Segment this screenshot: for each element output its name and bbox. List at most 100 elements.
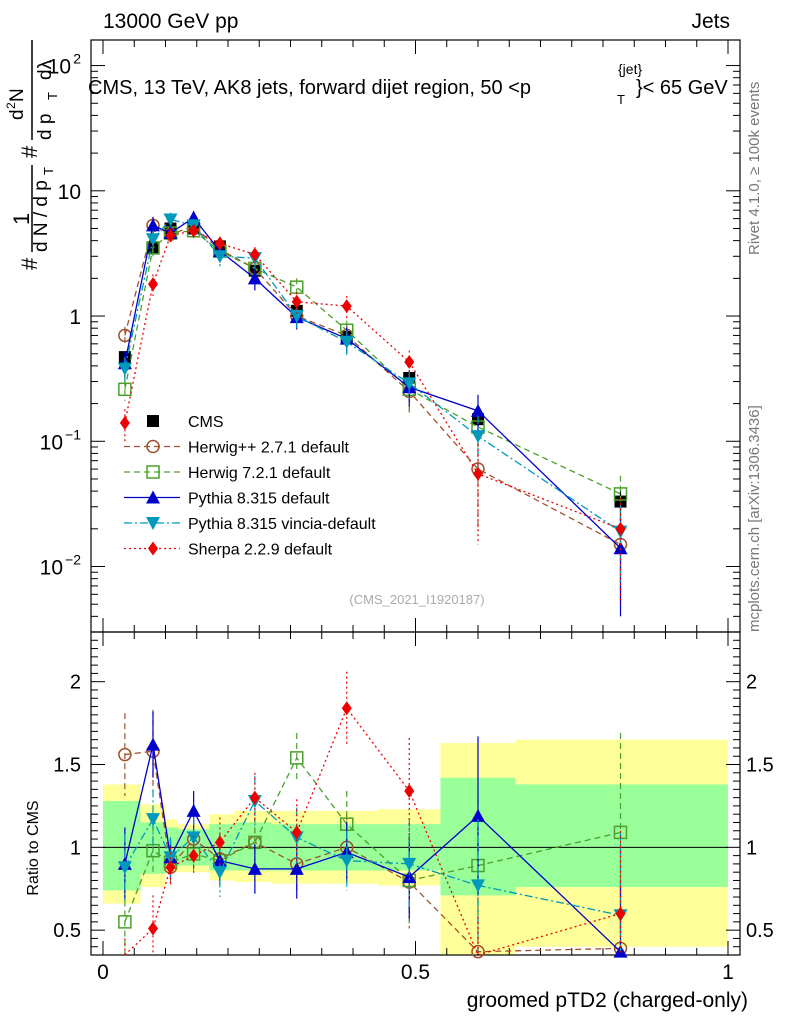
sherpa-2-2-9-default-ratio-point-7 bbox=[341, 701, 352, 716]
ylabel-T-sub-2: T bbox=[45, 92, 60, 100]
herwig-7-2-1-default-point-0 bbox=[118, 382, 132, 397]
pythia-8-315-default-point-10 bbox=[613, 541, 628, 555]
ratio-y-tick-label-right-1: 1 bbox=[746, 837, 757, 859]
upper-y-axis-label: # 1 d N / d p T # d 2 N d p T dλ bbox=[4, 40, 60, 270]
ylabel-dpT: d p bbox=[35, 114, 56, 140]
pythia-8-315-vincia-default-point-4 bbox=[212, 250, 227, 264]
x-axis-label: groomed pTD2 (charged-only) bbox=[467, 989, 748, 1012]
ylabel-d: d bbox=[7, 109, 28, 120]
sherpa-2-2-9-default-ratio-point-3 bbox=[188, 848, 199, 863]
legend-label-pythia-8-315-default: Pythia 8.315 default bbox=[188, 491, 330, 508]
sherpa-2-2-9-default-ratio-point-4 bbox=[214, 835, 225, 850]
pythia-8-315-vincia-default-line bbox=[124, 218, 621, 533]
herwig-2-7-1-default-ratio-point-0 bbox=[118, 747, 132, 762]
upper-y-tick-exponent-1: −1 bbox=[65, 426, 81, 442]
upper-y-tick-label-2: 1 bbox=[69, 306, 81, 329]
ratio-y-tick-label-left-2: 1.5 bbox=[53, 755, 81, 777]
legend-marker-pythia-8-315-vincia-default bbox=[146, 517, 160, 530]
pythia-8-315-vincia-default-point-2 bbox=[163, 213, 178, 227]
sherpa-2-2-9-default-point-1 bbox=[148, 277, 158, 292]
x-tick-label-2: 1 bbox=[722, 961, 734, 984]
sherpa-2-2-9-default-line bbox=[124, 230, 621, 530]
legend-label-pythia-8-315-vincia-default: Pythia 8.315 vincia-default bbox=[188, 516, 376, 533]
pythia-8-315-default-point-9 bbox=[471, 403, 485, 417]
legend-label-cms: CMS bbox=[188, 414, 224, 431]
legend-marker-sherpa-2-2-9-default bbox=[148, 541, 158, 556]
pythia-8-315-vincia-default-ratio-point-3 bbox=[186, 831, 201, 845]
upper-y-tick-exponent-0: −2 bbox=[65, 552, 81, 568]
pythia-8-315-vincia-default-ratio-point-9 bbox=[471, 879, 485, 893]
legend: CMS Herwig++ 2.7.1 default Herwig 7.2.1 de… bbox=[124, 414, 376, 559]
sherpa-2-2-9-default-point-9 bbox=[473, 466, 483, 481]
sherpa-2-2-9-default-point-2 bbox=[165, 228, 176, 243]
upper-panel-series bbox=[117, 210, 628, 617]
legend-marker-pythia-8-315-default bbox=[146, 490, 160, 504]
plot-title: CMS, 13 TeV, AK8 jets, forward dijet reg… bbox=[88, 61, 728, 107]
sherpa-2-2-9-default-point-6 bbox=[291, 294, 302, 309]
pythia-8-315-default-point-1 bbox=[146, 218, 160, 232]
title-main: CMS, 13 TeV, AK8 jets, forward dijet reg… bbox=[88, 77, 531, 99]
title-superscript: {jet} bbox=[618, 61, 642, 77]
header-energy: 13000 GeV pp bbox=[103, 10, 238, 33]
sherpa-2-2-9-default-point-5 bbox=[249, 247, 260, 262]
upper-y-tick-label-3: 10 bbox=[58, 181, 81, 204]
pythia-8-315-default-ratio-point-6 bbox=[289, 861, 304, 875]
sherpa-2-2-9-default-ratio-point-6 bbox=[291, 825, 302, 840]
pythia-8-315-vincia-default-point-1 bbox=[146, 233, 160, 247]
legend-label-herwig-2-7-1-default: Herwig++ 2.7.1 default bbox=[188, 440, 350, 457]
analysis-id-annotation: (CMS_2021_I1920187) bbox=[349, 592, 484, 607]
sherpa-2-2-9-default-point-3 bbox=[188, 223, 199, 238]
herwig-2-7-1-default-ratio-point-9 bbox=[471, 944, 485, 959]
ratio-band-stat-5 bbox=[234, 822, 272, 871]
ratio-panel-series bbox=[117, 671, 628, 959]
x-tick-label-0: 0 bbox=[97, 961, 109, 984]
legend-label-sherpa-2-2-9-default: Sherpa 2.2.9 default bbox=[188, 542, 333, 559]
pythia-8-315-vincia-default-ratio-point-4 bbox=[212, 866, 227, 880]
rivet-version-label: Rivet 4.1.0, ≥ 100k events bbox=[746, 82, 763, 255]
pythia-8-315-vincia-default-point-0 bbox=[117, 362, 132, 376]
pythia-8-315-vincia-default-point-8 bbox=[402, 377, 417, 391]
sherpa-2-2-9-default-ratio-point-10 bbox=[615, 906, 626, 921]
pythia-8-315-default-ratio-point-3 bbox=[186, 803, 201, 817]
title-subscript: T bbox=[617, 92, 625, 107]
pythia-8-315-vincia-default-point-9 bbox=[471, 430, 485, 444]
ratio-y-tick-label-right-3: 2 bbox=[746, 672, 757, 694]
ratio-y-tick-label-left-1: 1 bbox=[70, 837, 81, 859]
pythia-8-315-vincia-default-ratio-point-0 bbox=[117, 861, 132, 875]
mcplots-label: mcplots.cern.ch [arXiv:1306.3436] bbox=[746, 405, 763, 632]
sherpa-2-2-9-default-point-7 bbox=[341, 299, 352, 314]
title-end: }< 65 GeV bbox=[636, 77, 728, 99]
upper-y-tick-label-1: 10 bbox=[40, 431, 63, 454]
ylabel-hash-2: # bbox=[17, 145, 42, 158]
sherpa-2-2-9-default-point-8 bbox=[404, 354, 415, 369]
sherpa-2-2-9-default-ratio-point-8 bbox=[404, 784, 415, 799]
ylabel-dN-dpT: d N / d p bbox=[31, 180, 52, 252]
sherpa-2-2-9-default-point-0 bbox=[119, 415, 130, 430]
ratio-panel-frame: 0 0.5 1 0.5 0.5 1 1 1.5 1.5 2 2 bbox=[53, 631, 774, 984]
ylabel-N: N bbox=[7, 88, 28, 102]
ylabel-hash-1: # bbox=[17, 257, 42, 270]
upper-y-tick-exponent-4: 2 bbox=[73, 51, 81, 67]
ylabel-dlambda: dλ bbox=[35, 59, 56, 80]
x-tick-label-1: 0.5 bbox=[401, 961, 430, 984]
sherpa-2-2-9-default-point-10 bbox=[615, 521, 626, 536]
sherpa-2-2-9-default-ratio-line bbox=[124, 706, 621, 956]
legend-marker-herwig-2-7-1-default bbox=[146, 439, 160, 454]
ylabel-one: 1 bbox=[9, 213, 34, 225]
ylabel-T-sub-1: T bbox=[41, 167, 56, 175]
legend-marker-cms bbox=[147, 415, 159, 427]
pythia-8-315-vincia-default-point-7 bbox=[339, 336, 354, 350]
pythia-8-315-default-ratio-point-1 bbox=[146, 737, 160, 751]
header-process: Jets bbox=[691, 10, 730, 33]
sherpa-2-2-9-default-ratio-point-1 bbox=[148, 921, 158, 936]
ylabel-two: 2 bbox=[4, 102, 18, 109]
pythia-8-315-vincia-default-ratio-point-7 bbox=[339, 854, 354, 868]
ratio-y-tick-label-left-0: 0.5 bbox=[53, 920, 81, 942]
legend-label-herwig-7-2-1-default: Herwig 7.2.1 default bbox=[188, 465, 331, 482]
pythia-8-315-vincia-default-ratio-point-1 bbox=[146, 813, 160, 827]
pythia-8-315-default-ratio-point-8 bbox=[402, 870, 417, 884]
legend-marker-herwig-7-2-1-default bbox=[146, 465, 160, 479]
pythia-8-315-vincia-default-ratio-point-8 bbox=[402, 857, 417, 871]
